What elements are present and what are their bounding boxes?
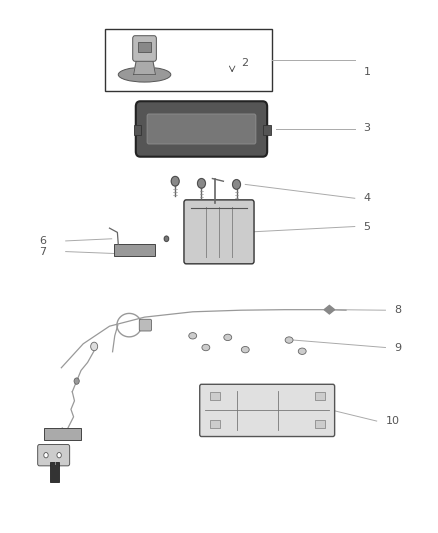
Ellipse shape: [118, 67, 171, 82]
Bar: [114, 244, 155, 256]
Ellipse shape: [298, 348, 306, 354]
FancyBboxPatch shape: [147, 114, 256, 144]
Bar: [44, 428, 81, 440]
Bar: [138, 42, 151, 52]
Text: 8: 8: [394, 305, 401, 315]
Ellipse shape: [285, 337, 293, 343]
FancyBboxPatch shape: [38, 445, 70, 466]
Bar: [210, 420, 220, 428]
Text: 3: 3: [364, 123, 371, 133]
Text: 4: 4: [364, 193, 371, 203]
Bar: [210, 392, 220, 400]
Text: 1: 1: [364, 67, 371, 77]
FancyBboxPatch shape: [184, 200, 254, 264]
Circle shape: [57, 453, 61, 458]
Ellipse shape: [202, 344, 210, 351]
Text: 6: 6: [39, 236, 46, 246]
FancyBboxPatch shape: [133, 36, 156, 61]
FancyBboxPatch shape: [200, 384, 335, 437]
Bar: [50, 462, 59, 482]
Circle shape: [233, 180, 240, 189]
Bar: [315, 392, 325, 400]
Bar: [134, 125, 141, 135]
Ellipse shape: [241, 346, 249, 353]
Circle shape: [44, 453, 48, 458]
Text: 2: 2: [241, 58, 248, 68]
Text: 5: 5: [364, 222, 371, 231]
Text: 9: 9: [394, 343, 401, 352]
Polygon shape: [324, 305, 335, 314]
Ellipse shape: [189, 333, 197, 339]
Text: 10: 10: [385, 416, 399, 426]
Bar: [105, 29, 272, 91]
Circle shape: [171, 176, 179, 186]
Polygon shape: [134, 59, 155, 75]
FancyBboxPatch shape: [139, 319, 152, 331]
Circle shape: [164, 236, 169, 241]
Text: 7: 7: [39, 247, 46, 256]
Bar: [315, 420, 325, 428]
Circle shape: [74, 378, 79, 384]
Bar: [263, 125, 271, 135]
Circle shape: [198, 179, 205, 188]
FancyBboxPatch shape: [136, 101, 267, 157]
Ellipse shape: [224, 334, 232, 341]
Circle shape: [91, 342, 98, 351]
